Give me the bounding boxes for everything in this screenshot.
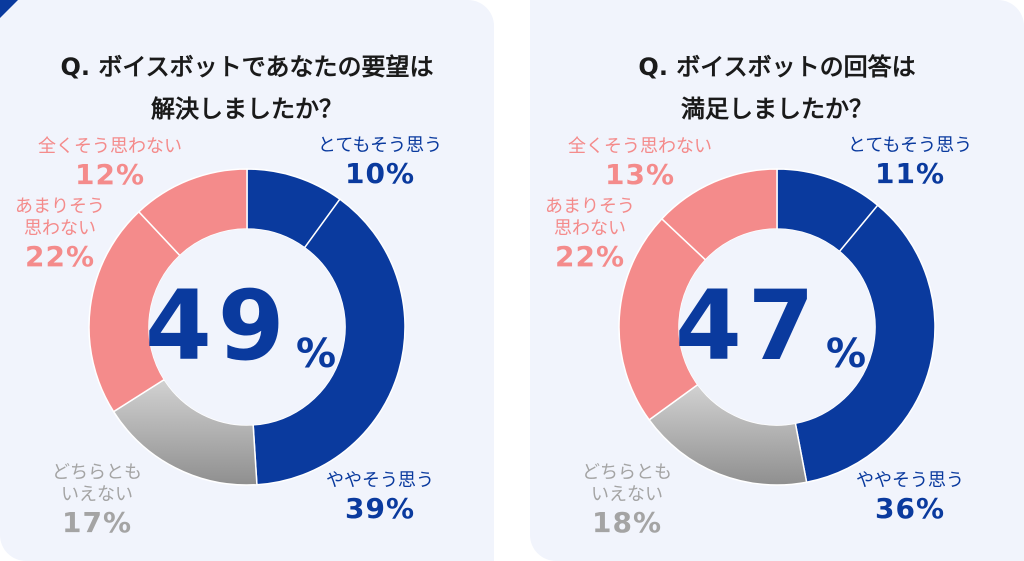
- slice-value: 12%: [74, 158, 146, 191]
- slice-value: 22%: [24, 240, 96, 273]
- slice-label-line2: いえない: [61, 484, 133, 505]
- corner-accent: [0, 0, 18, 18]
- slice-value: 17%: [61, 506, 133, 539]
- chart-panel-1: Q. ボイスボットであなたの要望は 解決しましたか？ とてもそう思う 10% や…: [0, 0, 494, 561]
- label-neutral: どちらとも いえない 17%: [22, 462, 172, 540]
- slice-label: 全くそう思わない: [568, 136, 712, 157]
- slice-label-line2: 思わない: [24, 218, 96, 239]
- label-neutral: どちらとも いえない 18%: [552, 462, 702, 540]
- slice-value: 36%: [874, 492, 946, 525]
- slice-value: 11%: [874, 157, 946, 190]
- donut-hole: [679, 229, 875, 425]
- label-strongly-disagree: 全くそう思わない 13%: [550, 136, 730, 192]
- donut-chart-1: [88, 168, 406, 486]
- label-somewhat-agree: ややそう思う 39%: [300, 470, 460, 526]
- center-value: 49: [145, 270, 291, 382]
- slice-label: とてもそう思う: [847, 135, 973, 156]
- label-very-agree: とてもそう思う 11%: [830, 135, 990, 191]
- donut-hole: [149, 229, 345, 425]
- chart-title-1: Q. ボイスボットであなたの要望は 解決しましたか？: [0, 46, 494, 130]
- chart-title-2: Q. ボイスボットの回答は 満足しましたか？: [530, 46, 1024, 130]
- slice-label: ややそう思う: [326, 470, 434, 491]
- label-somewhat-agree: ややそう思う 36%: [830, 470, 990, 526]
- donut-chart-2: [618, 168, 936, 486]
- slice-label-line1: あまりそう: [15, 196, 105, 217]
- slice-label-line2: いえない: [591, 484, 663, 505]
- label-very-agree: とてもそう思う 10%: [300, 135, 460, 191]
- slice-label: ややそう思う: [856, 470, 964, 491]
- slice-value: 22%: [554, 240, 626, 273]
- slice-value: 39%: [344, 492, 416, 525]
- chart-title-1-line2: 解決しましたか？: [151, 95, 343, 123]
- slice-label-line2: 思わない: [554, 218, 626, 239]
- slice-label: とてもそう思う: [317, 135, 443, 156]
- slice-label-line1: あまりそう: [545, 196, 635, 217]
- center-value: 47: [675, 270, 821, 382]
- slice-value: 13%: [604, 158, 676, 191]
- center-unit: %: [296, 331, 337, 377]
- slice-label-line1: どちらとも: [582, 462, 672, 483]
- label-somewhat-disagree: あまりそう 思わない 22%: [530, 196, 650, 274]
- chart-panel-2: Q. ボイスボットの回答は 満足しましたか？ とてもそう思う 11% ややそう思…: [530, 0, 1024, 561]
- slice-value: 10%: [344, 157, 416, 190]
- label-somewhat-disagree: あまりそう 思わない 22%: [0, 196, 120, 274]
- chart-title-1-line1: Q. ボイスボットであなたの要望は: [60, 53, 434, 81]
- chart-title-2-line2: 満足しましたか？: [681, 95, 873, 123]
- slice-label-line1: どちらとも: [52, 462, 142, 483]
- label-strongly-disagree: 全くそう思わない 12%: [20, 136, 200, 192]
- chart-title-2-line1: Q. ボイスボットの回答は: [638, 53, 916, 81]
- slice-label: 全くそう思わない: [38, 136, 182, 157]
- slice-value: 18%: [591, 506, 663, 539]
- center-unit: %: [826, 331, 867, 377]
